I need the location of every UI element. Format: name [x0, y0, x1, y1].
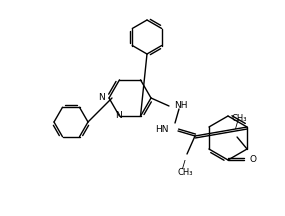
Text: HN: HN [156, 124, 169, 133]
Text: /: / [235, 120, 239, 130]
Text: CH₃: CH₃ [177, 168, 193, 177]
Text: CH₃: CH₃ [231, 114, 247, 123]
Text: O: O [249, 156, 256, 165]
Text: /: / [182, 160, 186, 170]
Text: N: N [98, 94, 105, 103]
Text: NH: NH [174, 100, 188, 110]
Text: N: N [115, 111, 122, 120]
